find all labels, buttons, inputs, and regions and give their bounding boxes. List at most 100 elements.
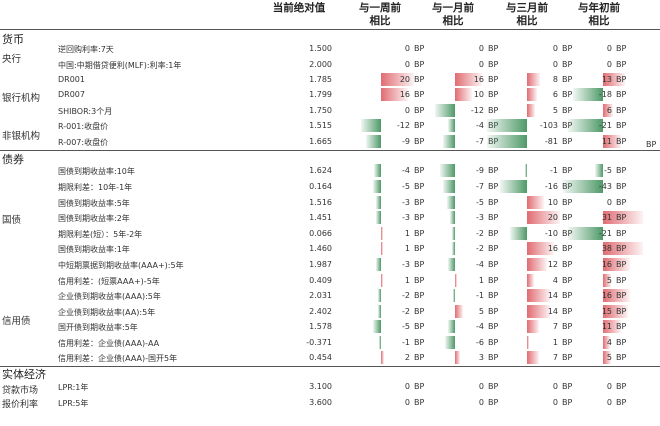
change-value-month: -2: [476, 244, 484, 253]
change-unit-three-month: BP: [562, 106, 573, 115]
header-ytd-line2: 相比: [588, 15, 610, 27]
change-value-month: -6: [476, 338, 484, 347]
change-unit-ytd: BP: [616, 213, 627, 222]
header-three-month-line2: 相比: [516, 15, 538, 27]
change-unit-ytd: BP: [616, 260, 627, 269]
change-value-ytd: 0: [606, 198, 612, 207]
change-value-three-month: 4: [552, 276, 558, 285]
change-unit-month: BP: [488, 244, 499, 253]
row-current-value: 0.409: [309, 276, 332, 285]
change-bar-month: [453, 289, 455, 302]
change-bar-ytd: [573, 88, 603, 101]
change-unit-ytd: BP: [616, 291, 627, 300]
change-value-week: -3: [402, 260, 410, 269]
change-bar-ytd: [603, 135, 622, 148]
change-unit-ytd: BP: [616, 198, 627, 207]
change-unit-three-month: BP: [562, 60, 573, 69]
change-unit-month: BP: [488, 291, 499, 300]
change-unit-ytd: BP: [616, 276, 627, 285]
change-value-week: 1: [404, 244, 410, 253]
change-value-ytd: 5: [606, 276, 612, 285]
change-bar-month: [443, 180, 455, 193]
change-value-ytd: 11: [601, 322, 612, 331]
change-value-month: 0: [478, 382, 484, 391]
change-bar-three-month: [487, 119, 527, 132]
change-value-ytd: 0: [606, 398, 612, 407]
change-bar-week: [377, 289, 381, 302]
change-unit-ytd: BP: [616, 137, 627, 146]
row-label: R-001:收盘价: [58, 122, 109, 131]
change-value-ytd: 5: [606, 353, 612, 362]
change-bar-three-month: [527, 289, 551, 302]
header-three-month: 与三月前 相比: [492, 2, 562, 28]
change-unit-three-month: BP: [562, 322, 573, 331]
change-value-three-month: -103: [539, 121, 558, 130]
row-label: LPR:1年: [58, 383, 89, 392]
change-value-ytd: -21: [598, 229, 612, 238]
change-value-week: -4: [402, 166, 410, 175]
change-unit-month: BP: [488, 260, 499, 269]
change-value-week: 0: [404, 60, 410, 69]
row-label: 信用利差：企业债(AAA)-国开5年: [58, 354, 178, 363]
change-value-week: -2: [402, 291, 410, 300]
group-lpr-line1: 贷款市场: [2, 386, 39, 396]
header-ytd: 与年初前 相比: [564, 2, 634, 28]
change-value-week: -1: [402, 338, 410, 347]
change-bar-ytd: [603, 305, 628, 318]
change-unit-ytd: BP: [616, 121, 627, 130]
change-value-week: 1: [404, 229, 410, 238]
change-value-ytd: 11: [601, 137, 612, 146]
change-value-three-month: 20: [547, 213, 558, 222]
change-bar-week: [376, 258, 381, 271]
group-central-bank: 央行: [2, 54, 22, 65]
change-bar-month: [451, 242, 455, 255]
change-unit-ytd: BP: [616, 229, 627, 238]
change-bar-month: [450, 211, 455, 224]
change-bar-week: [381, 73, 415, 86]
row-label: 企业债到期收益率(AAA):5年: [58, 292, 161, 301]
change-value-week: -3: [402, 213, 410, 222]
change-unit-three-month: BP: [562, 121, 572, 130]
change-value-week: 0: [404, 106, 410, 115]
change-bar-month: [443, 135, 455, 148]
header-divider: [0, 29, 660, 30]
change-unit-ytd: BP: [616, 166, 627, 175]
row-label: DR007: [58, 90, 85, 99]
group-bank: 银行机构: [2, 93, 41, 104]
change-unit-three-month: BP: [562, 213, 573, 222]
change-unit-week: BP: [414, 229, 425, 238]
change-unit-week: BP: [414, 166, 425, 175]
change-unit-three-month: BP: [562, 260, 573, 269]
change-value-ytd: 16: [601, 260, 612, 269]
change-unit-month: BP: [488, 322, 499, 331]
change-bar-three-month: [527, 88, 537, 101]
change-value-three-month: 0: [552, 60, 558, 69]
change-bar-ytd: [603, 258, 630, 271]
header-month: 与一月前 相比: [418, 2, 488, 28]
change-value-ytd: -5: [604, 166, 612, 175]
change-unit-three-month: BP: [562, 90, 573, 99]
change-unit-week: BP: [414, 106, 425, 115]
change-value-three-month: -10: [544, 229, 558, 238]
change-value-month: -3: [476, 213, 484, 222]
change-bar-ytd: [603, 336, 610, 349]
row-current-value: 1.515: [309, 121, 332, 130]
row-current-value: 1.460: [309, 244, 332, 253]
change-value-ytd: -21: [598, 121, 612, 130]
row-label: 期限利差：10年-1年: [58, 183, 133, 192]
change-unit-month: BP: [488, 166, 499, 175]
change-unit-three-month: BP: [562, 44, 573, 53]
change-bar-week: [377, 305, 381, 318]
section-currency: 货币: [2, 33, 24, 46]
change-value-month: 1: [478, 276, 484, 285]
section-real-economy: 实体经济: [2, 368, 46, 381]
row-current-value: 2.031: [309, 291, 332, 300]
change-bar-three-month: [527, 258, 547, 271]
change-bar-ytd: [594, 164, 603, 177]
change-value-ytd: 0: [606, 44, 612, 53]
change-bar-three-month: [527, 336, 529, 349]
change-bar-ytd: [603, 351, 612, 364]
change-value-month: 0: [478, 44, 484, 53]
header-month-line1: 与一月前: [432, 2, 474, 14]
change-value-week: -2: [402, 307, 410, 316]
